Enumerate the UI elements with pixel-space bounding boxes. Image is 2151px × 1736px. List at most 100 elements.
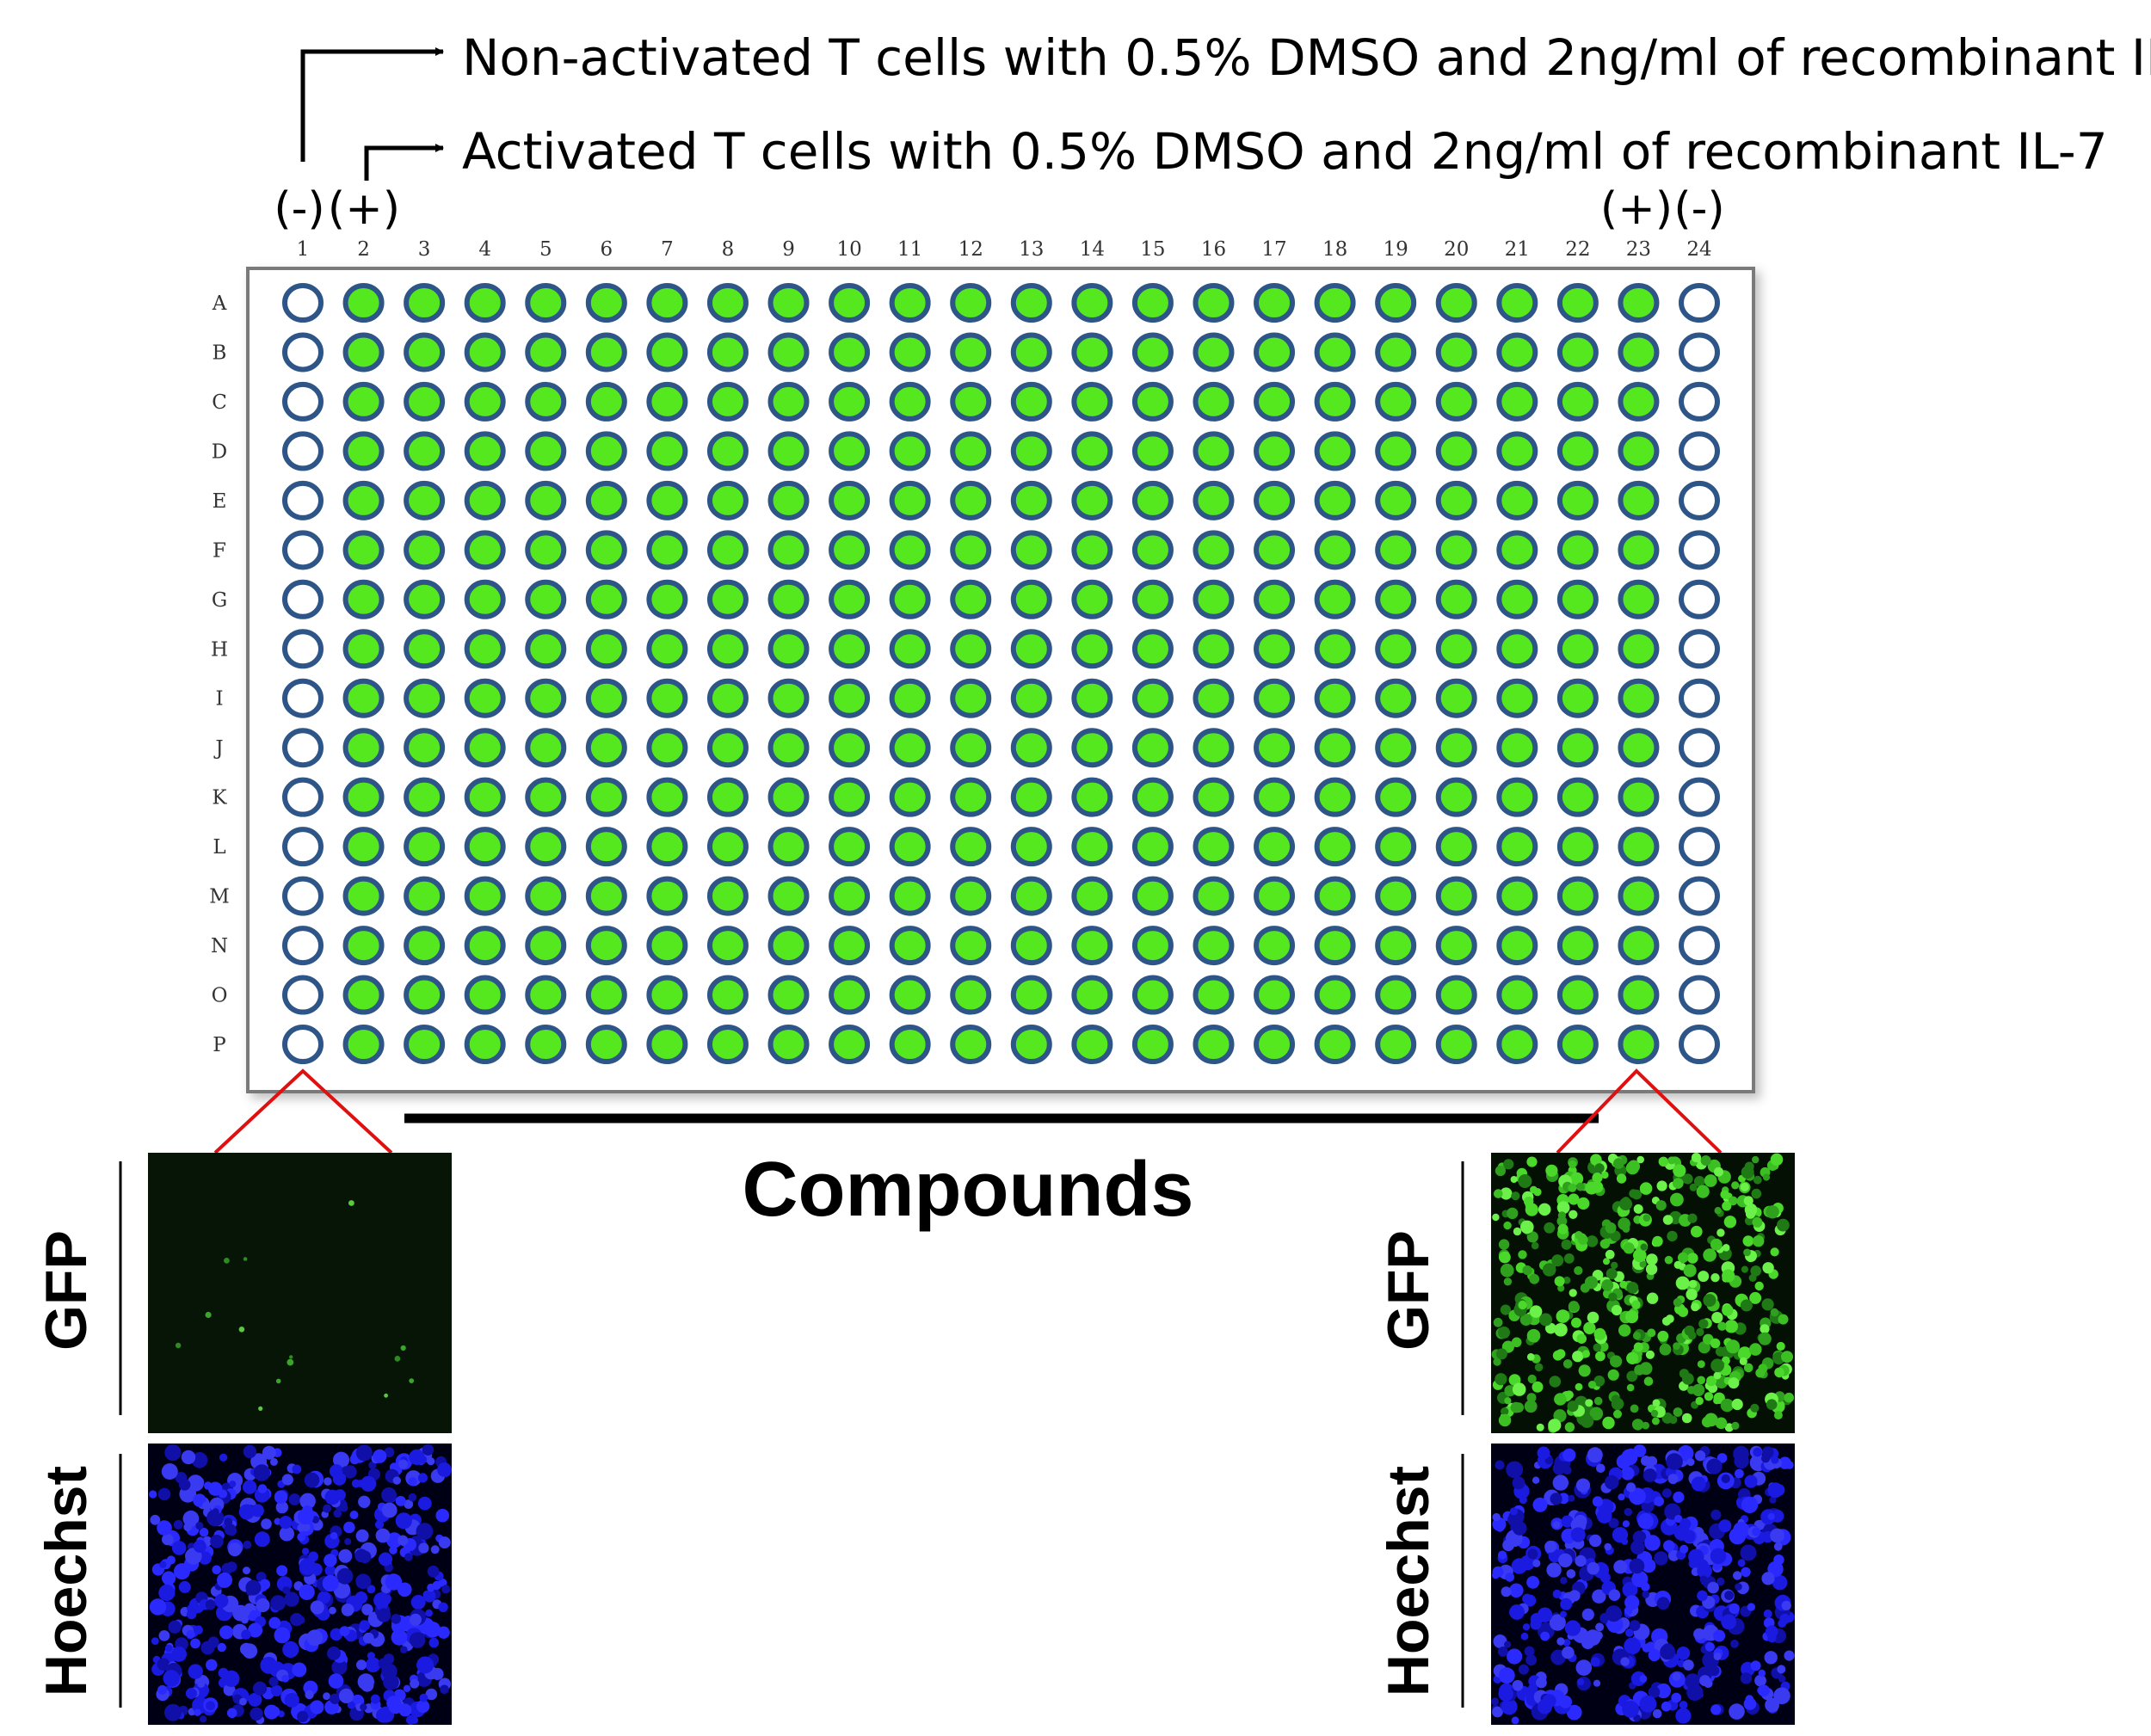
nucleus [362, 1632, 374, 1644]
well-filled [1010, 530, 1052, 570]
well-empty [1679, 579, 1720, 619]
well-filled [646, 381, 688, 422]
well-empty [282, 926, 324, 966]
gfp-cell [1752, 1155, 1760, 1164]
gfp-cell [1710, 1358, 1724, 1373]
well-filled [1556, 876, 1599, 916]
nucleus [1734, 1453, 1749, 1469]
nucleus [1764, 1651, 1778, 1665]
nucleus [1733, 1571, 1742, 1580]
nucleus [1501, 1586, 1512, 1597]
column-label: 5 [539, 238, 552, 261]
gfp-cell [1568, 1183, 1577, 1192]
nucleus [238, 1504, 255, 1520]
nucleus [379, 1552, 392, 1567]
well-filled [1435, 283, 1477, 323]
nucleus [1498, 1667, 1515, 1684]
gfp-cell [1495, 1165, 1506, 1177]
nucleus [1781, 1600, 1791, 1610]
well-filled [1496, 1025, 1538, 1064]
well-filled [1193, 876, 1235, 916]
well-filled [1435, 678, 1477, 718]
well-filled [889, 926, 931, 966]
gfp-cell [1701, 1416, 1713, 1428]
well-filled [1314, 431, 1356, 471]
nucleus [243, 1480, 257, 1494]
well-empty [1679, 530, 1720, 570]
nucleus [279, 1526, 294, 1542]
nucleus [190, 1638, 200, 1649]
nucleus [1613, 1560, 1628, 1574]
nucleus [199, 1528, 209, 1537]
nucleus [298, 1508, 314, 1525]
nucleus [417, 1473, 428, 1483]
nucleus [373, 1591, 390, 1609]
well-filled [950, 876, 992, 916]
gfp-cell [1688, 1279, 1698, 1289]
control-marker-col1: (-) [274, 183, 324, 235]
gfp-cell [1658, 1156, 1669, 1167]
nucleus [1575, 1554, 1587, 1567]
gfp-cell [1629, 1189, 1638, 1198]
well-filled [585, 629, 627, 669]
nucleus [438, 1536, 451, 1549]
gfp-cell [1511, 1337, 1522, 1348]
nucleus [217, 1572, 232, 1588]
nucleus [1631, 1570, 1649, 1588]
well-filled [1556, 332, 1599, 372]
gfp-cell [1643, 1376, 1654, 1386]
nucleus [351, 1479, 361, 1488]
nucleus [437, 1462, 452, 1477]
nucleus [275, 1500, 288, 1514]
gfp-cell [1724, 1320, 1739, 1333]
nucleus [1511, 1716, 1519, 1725]
gfp-cell [1500, 1304, 1511, 1315]
nucleus [232, 1604, 250, 1622]
gfp-cell [1557, 1211, 1566, 1220]
nucleus [1741, 1567, 1751, 1578]
nucleus [338, 1548, 353, 1563]
nucleus [1507, 1648, 1523, 1665]
nucleus [1629, 1558, 1645, 1574]
nucleus [1587, 1447, 1603, 1463]
gfp-cell [1731, 1421, 1740, 1430]
gfp-cell [1633, 1342, 1643, 1352]
gfp-cell [1673, 1298, 1682, 1308]
gfp-cell [1633, 1204, 1643, 1214]
nucleus [164, 1703, 182, 1721]
well-empty [1679, 926, 1720, 966]
gfp-cell [1562, 1276, 1571, 1284]
nucleus [1498, 1550, 1507, 1560]
well-filled [1193, 332, 1235, 372]
gfp-cell [1731, 1398, 1743, 1411]
gfp-cell [275, 1378, 281, 1384]
well-filled [829, 1025, 871, 1064]
column-label: 17 [1261, 238, 1286, 261]
gfp-cell [1646, 1253, 1658, 1265]
gfp-cell [1664, 1255, 1673, 1265]
nucleus [417, 1496, 432, 1511]
well-filled [585, 777, 627, 817]
gfp-cell [1545, 1164, 1558, 1177]
gfp-cell [1577, 1234, 1588, 1245]
nucleus [1640, 1456, 1651, 1466]
gfp-cell [1492, 1213, 1500, 1222]
nucleus [1506, 1461, 1524, 1479]
gfp-cell [1640, 1243, 1648, 1251]
gfp-cell [1498, 1239, 1510, 1250]
gfp-cell [1697, 1376, 1705, 1385]
nucleus [427, 1565, 440, 1578]
well-filled [1496, 728, 1538, 768]
nucleus [435, 1508, 450, 1523]
well-filled [1193, 381, 1235, 422]
well-filled [829, 678, 871, 718]
well-filled [950, 629, 992, 669]
well-filled [464, 283, 506, 323]
nucleus [250, 1504, 264, 1517]
gfp-cell [1536, 1423, 1544, 1431]
well-filled [1618, 480, 1660, 520]
nucleus [229, 1481, 237, 1488]
gfp-cell [1532, 1381, 1544, 1393]
well-filled [1314, 283, 1356, 323]
nucleus [268, 1677, 279, 1687]
